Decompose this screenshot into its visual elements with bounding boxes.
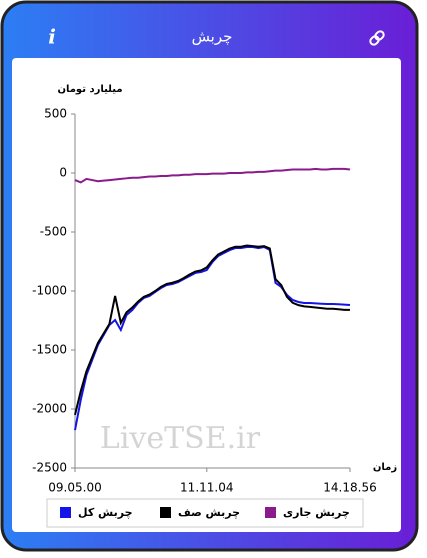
y-tick-label: 500 <box>44 107 67 121</box>
x-tick-label: 14.18.56 <box>323 481 376 495</box>
legend-swatch <box>60 507 71 518</box>
legend-swatch <box>265 507 276 518</box>
series-line <box>74 244 350 416</box>
y-axis-label: میلیارد تومان <box>57 84 122 95</box>
y-tick-label: -1000 <box>32 284 67 298</box>
x-axis-label: زمان <box>373 462 397 473</box>
header-title: چربش <box>192 28 233 46</box>
x-tick-label: 09.05.00 <box>48 481 101 495</box>
link-icon[interactable] <box>369 30 385 46</box>
panel <box>12 58 401 532</box>
y-tick-label: -2000 <box>32 402 67 416</box>
x-tick-label: 11.11.04 <box>180 481 233 495</box>
legend-box <box>46 498 364 528</box>
series-line <box>74 245 351 431</box>
y-tick-label: -2500 <box>32 461 67 475</box>
info-icon[interactable]: i <box>48 25 56 49</box>
y-tick-label: -500 <box>40 225 67 239</box>
y-tick-label: 0 <box>59 166 67 180</box>
legend-swatch <box>160 507 171 518</box>
legend-label: چربش صف <box>178 506 240 519</box>
y-tick-label: -1500 <box>32 343 67 357</box>
legend-label: چربش جاری <box>283 506 350 519</box>
legend-label: چربش کل <box>78 506 133 519</box>
series-line <box>74 167 351 184</box>
watermark: LiveTSE.ir <box>100 421 261 456</box>
